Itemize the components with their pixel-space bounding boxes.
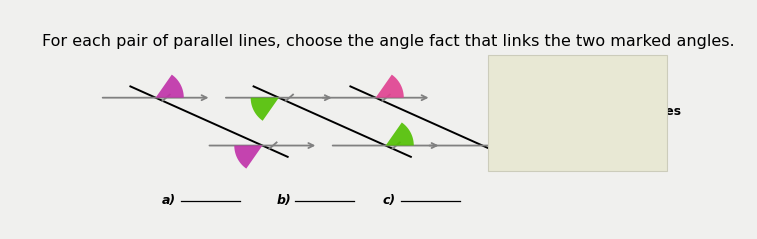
Polygon shape (385, 122, 414, 146)
Text: c): c) (382, 194, 395, 207)
Text: Vertically opposite angles: Vertically opposite angles (503, 105, 681, 118)
Polygon shape (251, 98, 279, 121)
FancyBboxPatch shape (488, 55, 667, 171)
Text: Corresponding angles: Corresponding angles (503, 68, 654, 81)
Polygon shape (375, 75, 403, 98)
Text: For each pair of parallel lines, choose the angle fact that links the two marked: For each pair of parallel lines, choose … (42, 34, 734, 49)
Polygon shape (234, 146, 263, 168)
Text: a): a) (162, 194, 176, 207)
Text: Alternate  angles: Alternate angles (503, 142, 621, 155)
Text: b): b) (276, 194, 291, 207)
Polygon shape (156, 75, 184, 98)
